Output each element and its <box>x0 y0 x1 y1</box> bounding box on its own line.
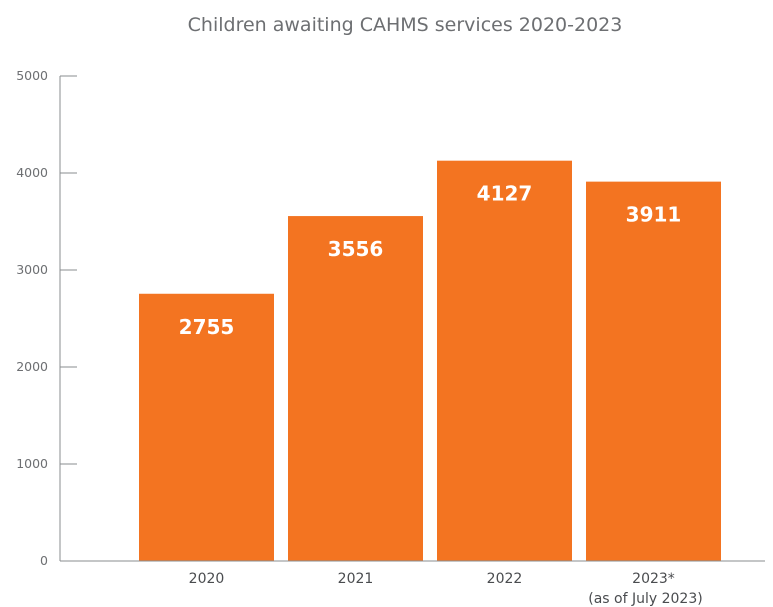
bar-2023 <box>586 181 721 561</box>
data-label: 3556 <box>328 237 384 261</box>
y-tick-label: 5000 <box>16 68 48 83</box>
bar-2020 <box>139 293 274 561</box>
x-axis: 2020 2021 2022 2023* (as of July 2023) <box>60 560 765 607</box>
y-tick-label: 3000 <box>16 262 48 277</box>
y-tick-label: 4000 <box>16 165 48 180</box>
x-tick-label: 2021 <box>338 571 374 587</box>
data-label: 4127 <box>477 182 533 206</box>
data-label: 3911 <box>626 203 682 227</box>
x-tick-note: (as of July 2023) <box>588 591 702 607</box>
y-axis: 0 1000 2000 3000 4000 5000 <box>16 68 77 568</box>
bar-2022 <box>437 160 572 561</box>
x-tick-label: 2022 <box>487 571 523 587</box>
x-tick-label: 2023* <box>632 571 675 587</box>
y-tick-label: 0 <box>40 553 48 568</box>
data-label: 2755 <box>179 315 235 339</box>
bars: 2755 3556 4127 3911 <box>139 160 721 561</box>
y-tick-label: 1000 <box>16 456 48 471</box>
x-tick-label: 2020 <box>189 571 225 587</box>
y-tick-label: 2000 <box>16 359 48 374</box>
chart-title: Children awaiting CAHMS services 2020-20… <box>188 14 623 36</box>
bar-2021 <box>288 216 423 561</box>
